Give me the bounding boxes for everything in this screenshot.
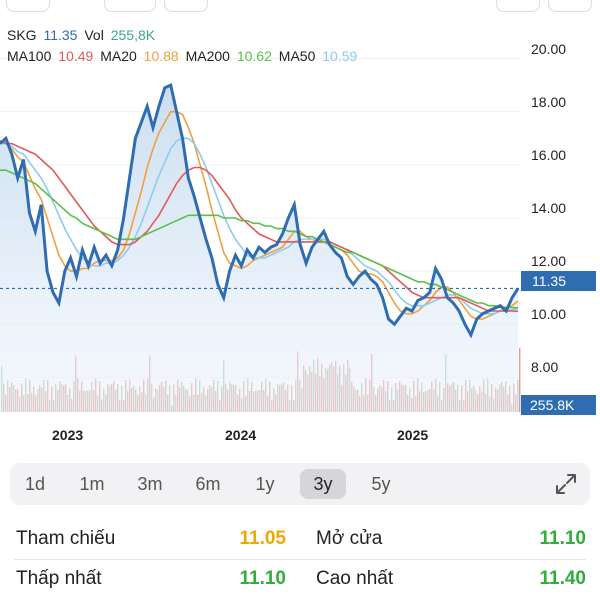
current-price-tag: 11.35 <box>521 271 596 291</box>
legend-price: 11.35 <box>43 27 78 43</box>
open-label: Mở cửa <box>316 528 383 549</box>
price-chart[interactable]: SKG 11.35 Vol 255,8K MA100 10.49 MA20 10… <box>0 18 600 420</box>
y-tick-label: 8.00 <box>531 359 559 375</box>
high-value: 11.40 <box>539 568 587 589</box>
legend-ma50-label: MA50 <box>278 48 316 64</box>
range-selector: 1d 1m 3m 6m 1y 3y 5y <box>10 463 590 505</box>
top-toolbar <box>0 0 600 14</box>
range-1y-button[interactable]: 1y <box>255 474 275 494</box>
range-3y-button[interactable]: 3y <box>300 469 346 499</box>
x-tick-label: 2024 <box>225 427 257 443</box>
x-tick-label: 2025 <box>397 427 429 443</box>
range-5y-button[interactable]: 5y <box>371 474 391 494</box>
stats-divider <box>14 559 586 560</box>
y-tick-label: 10.00 <box>531 306 567 322</box>
low-label: Thấp nhất <box>16 568 102 589</box>
toolbar-button-left[interactable] <box>6 0 50 12</box>
legend-vol-label: Vol <box>84 27 104 43</box>
toolbar-button-options[interactable] <box>164 0 208 12</box>
stats-row-1: Tham chiếu 11.05 Mở cửa 11.10 <box>0 524 600 564</box>
low-value: 11.10 <box>239 568 287 589</box>
volume-bar <box>519 347 521 412</box>
expand-icon[interactable] <box>554 472 578 496</box>
y-tick-label: 20.00 <box>531 41 567 57</box>
y-tick-label: 18.00 <box>531 94 567 110</box>
legend-row-1: SKG 11.35 Vol 255,8K <box>7 27 158 44</box>
toolbar-button-share[interactable] <box>496 0 540 12</box>
legend-ma100-label: MA100 <box>7 48 52 64</box>
price-line <box>0 82 520 339</box>
toolbar-button-zoom[interactable] <box>104 0 156 12</box>
legend-row-2: MA100 10.49 MA20 10.88 MA200 10.62 MA50 … <box>7 48 360 65</box>
y-tick-label: 14.00 <box>531 200 567 216</box>
legend-ma20-value: 10.88 <box>143 48 179 64</box>
range-3m-button[interactable]: 3m <box>137 474 163 494</box>
y-tick-label: 12.00 <box>531 253 567 269</box>
range-1d-button[interactable]: 1d <box>24 474 46 494</box>
legend-vol-value: 255,8K <box>110 27 156 43</box>
legend-ma20-label: MA20 <box>100 48 137 64</box>
legend-ma200-label: MA200 <box>185 48 230 64</box>
range-6m-button[interactable]: 6m <box>195 474 221 494</box>
reference-label: Tham chiếu <box>16 528 116 549</box>
reference-value: 11.05 <box>239 528 287 549</box>
legend-ma100-value: 10.49 <box>58 48 94 64</box>
legend-symbol: SKG <box>7 27 37 43</box>
y-tick-label: 16.00 <box>531 147 567 163</box>
range-1m-button[interactable]: 1m <box>79 474 105 494</box>
open-value: 11.10 <box>539 528 587 549</box>
legend-ma200-value: 10.62 <box>236 48 272 64</box>
series-line-ma100 <box>0 140 519 313</box>
chart-svg <box>0 58 521 412</box>
toolbar-button-more[interactable] <box>548 0 592 12</box>
current-volume-tag: 255.8K <box>521 395 596 415</box>
high-label: Cao nhất <box>316 568 394 589</box>
legend-ma50-value: 10.59 <box>322 48 358 64</box>
stats-row-2: Thấp nhất 11.10 Cao nhất 11.40 <box>0 564 600 600</box>
x-tick-label: 2023 <box>52 427 84 443</box>
